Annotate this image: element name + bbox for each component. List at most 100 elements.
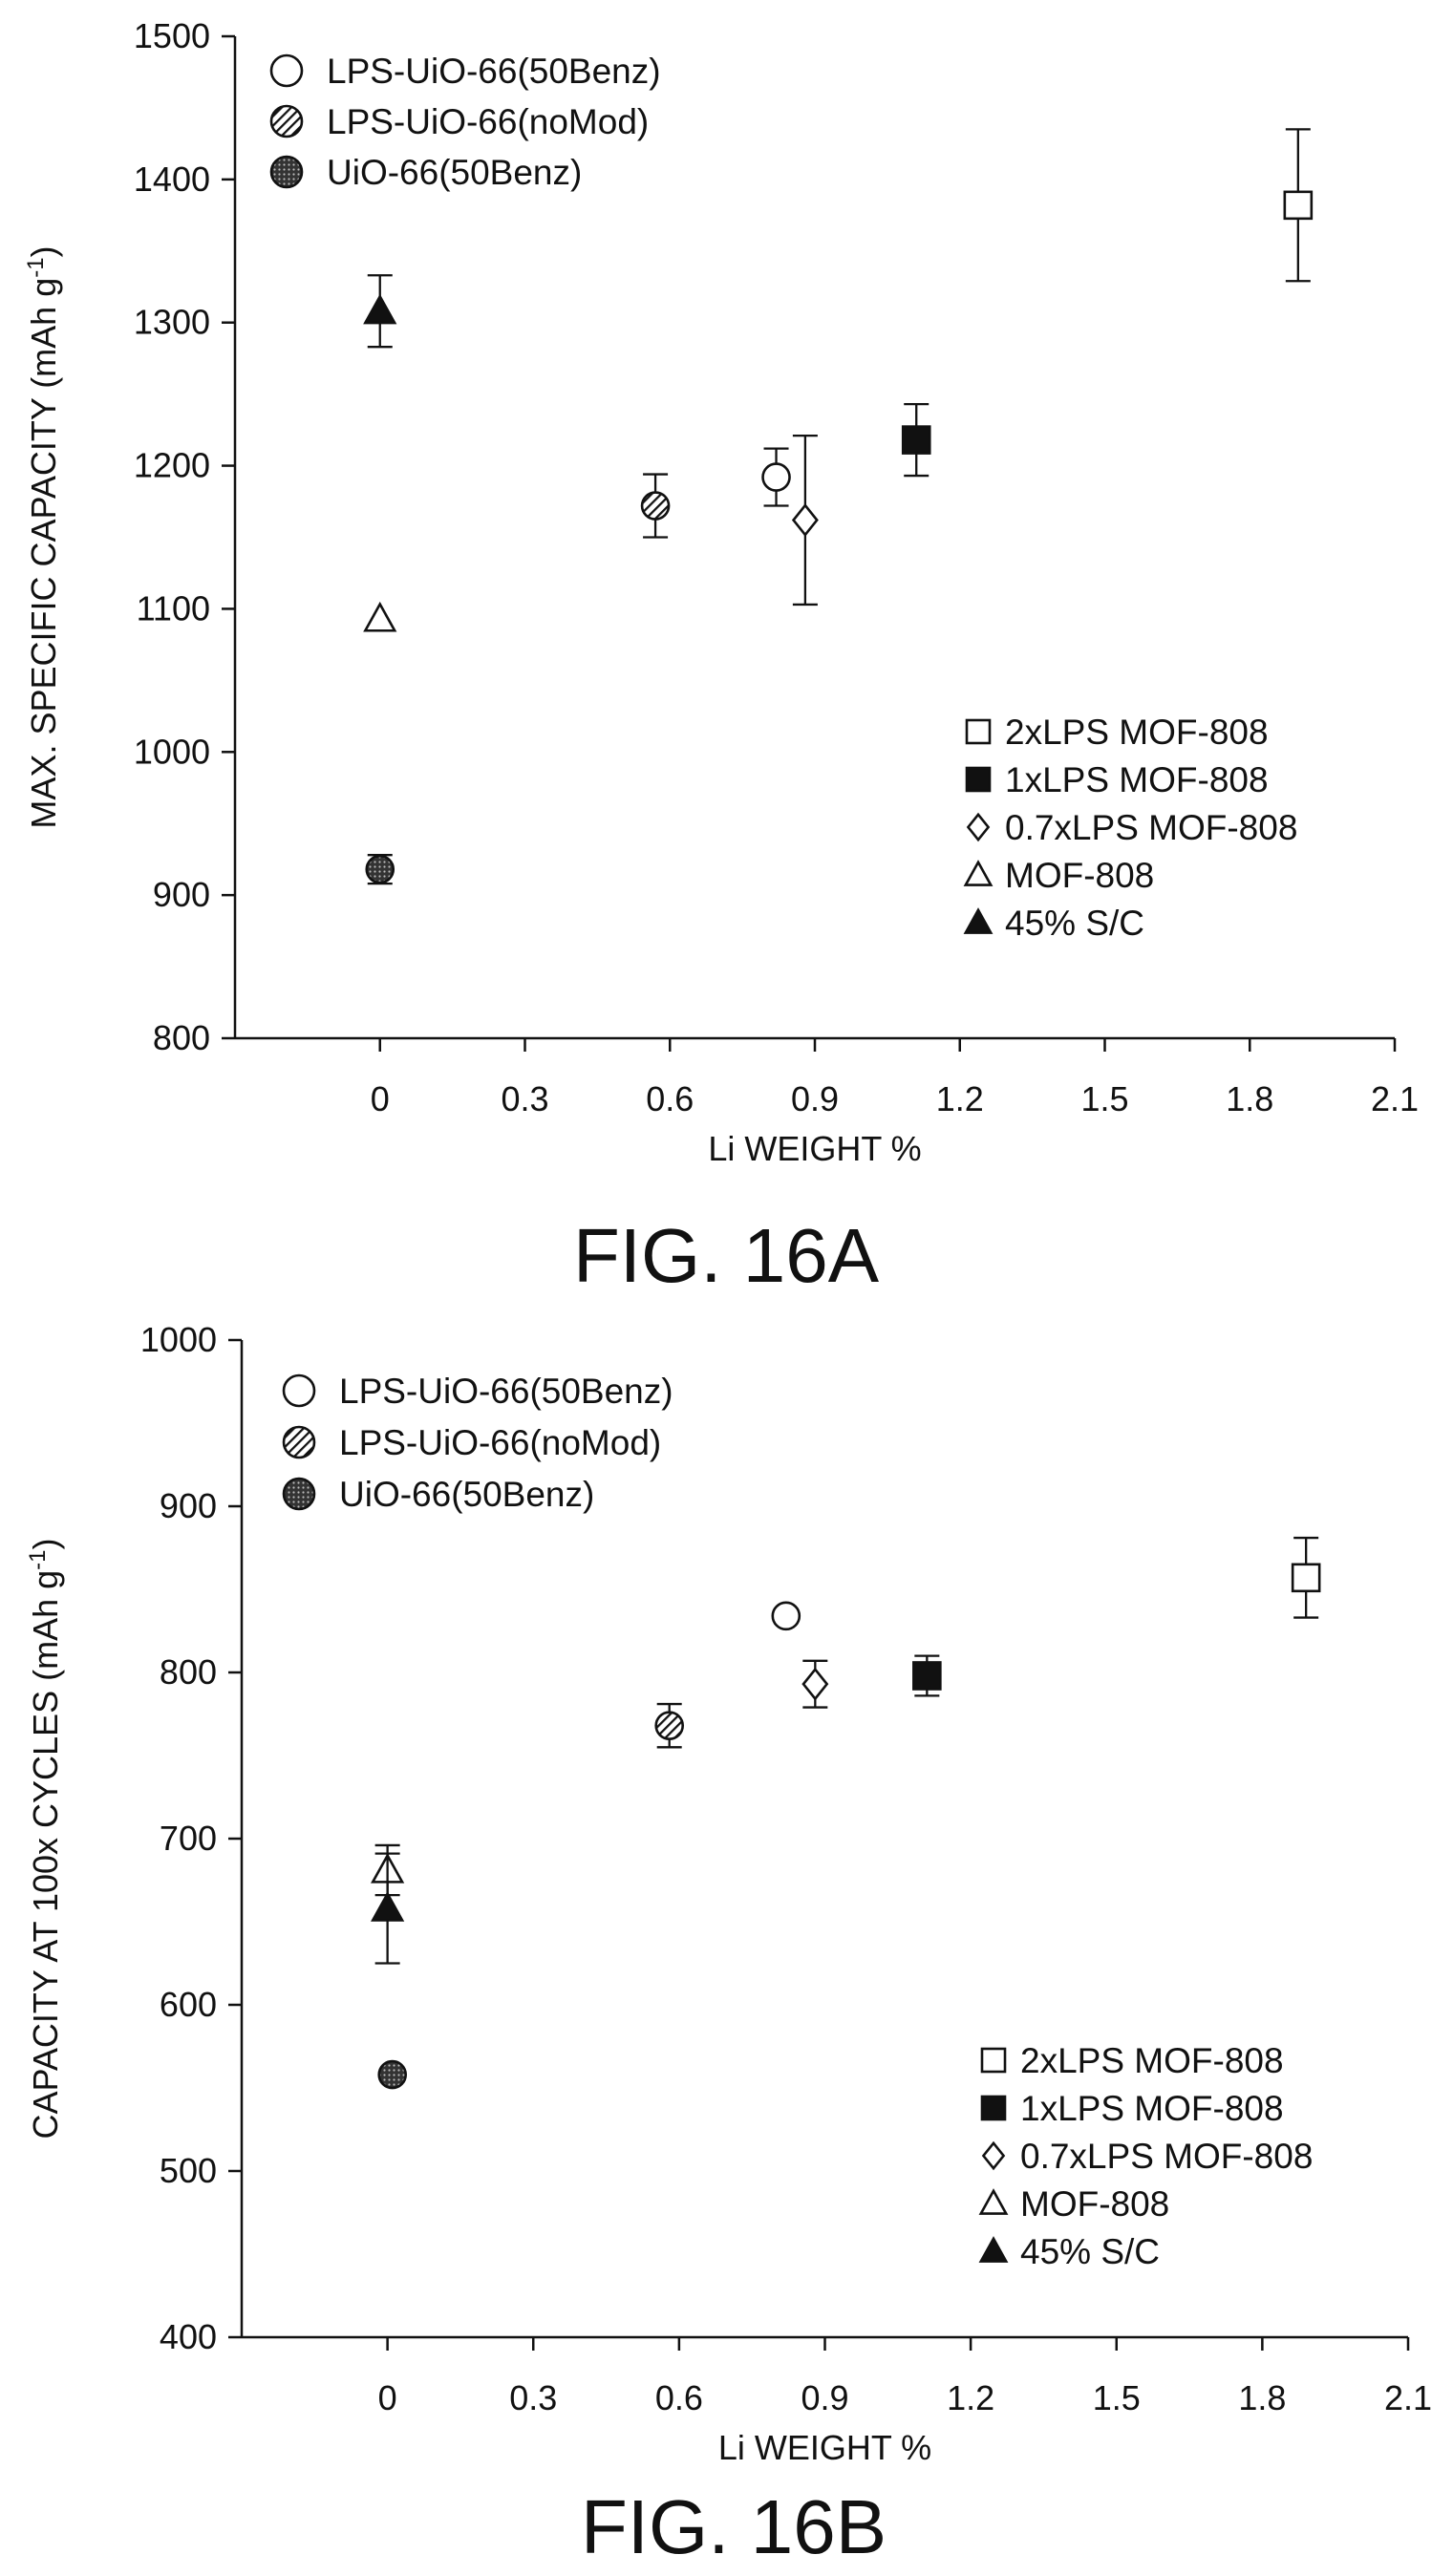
x-tick-label: 2.1 (1384, 2378, 1432, 2417)
data-point-group (761, 447, 791, 507)
data-point-dotted-circle (377, 2059, 408, 2090)
legend-label: MOF-808 (1020, 2184, 1169, 2224)
legend-label: LPS-UiO-66(50Benz) (327, 52, 661, 91)
y-axis-title: CAPACITY AT 100x CYCLES (mAh g-1) (25, 1539, 66, 2140)
legend-marker-open-circle (269, 53, 304, 88)
legend-marker-open-circle (282, 1373, 316, 1408)
x-tick-label: 0 (371, 1079, 390, 1118)
legend-label: 1xLPS MOF-808 (1005, 760, 1269, 799)
data-point-filled-triangle (371, 1891, 405, 1922)
data-point-group (363, 601, 397, 632)
y-axis-title-main: CAPACITY AT 100x CYCLES (mAh g (26, 1570, 65, 2140)
x-tick-label: 0.9 (791, 1079, 839, 1118)
data-point-open-circle (761, 462, 791, 492)
legend-marker-dotted-circle (282, 1477, 316, 1511)
data-point-group (801, 1659, 829, 1709)
y-tick-label: 700 (160, 1819, 217, 1858)
legend-left: LPS-UiO-66(50Benz) LPS-UiO-66(noMod) UiO-6… (282, 1372, 673, 1514)
y-tick-label: 800 (160, 1652, 217, 1692)
legend-label: LPS-UiO-66(50Benz) (339, 1372, 673, 1411)
y-tick-label: 600 (160, 1985, 217, 2024)
x-tick-label: 0.9 (801, 2378, 848, 2417)
data-point-dotted-circle (365, 854, 395, 884)
legend-label: 1xLPS MOF-808 (1020, 2089, 1284, 2128)
data-point-group (654, 1702, 685, 1749)
y-axis-title-superscript: -1 (23, 257, 49, 277)
legend-marker-open-triangle (963, 860, 994, 886)
y-tick-label: 1500 (134, 16, 210, 55)
data-point-open-circle (771, 1601, 801, 1631)
legend-marker-hatched-circle (269, 104, 304, 138)
data-point-hatched-circle (654, 1711, 685, 1740)
x-tick-label: 0 (378, 2378, 397, 2417)
data-point-group (771, 1601, 801, 1631)
legend-marker-open-triangle (978, 2188, 1009, 2215)
y-axis-title-main: MAX. SPECIFIC CAPACITY (mAh g (24, 278, 63, 829)
legend-label: 0.7xLPS MOF-808 (1005, 808, 1297, 847)
y-tick-label: 1000 (134, 732, 210, 771)
legend-label: 45% S/C (1020, 2232, 1160, 2271)
data-point-group (371, 1852, 405, 1965)
y-tick-label: 900 (160, 1486, 217, 1525)
legend-label: LPS-UiO-66(noMod) (327, 102, 649, 141)
x-axis-title: Li WEIGHT % (718, 2428, 931, 2467)
data-point-group (377, 2059, 408, 2090)
x-tick-label: 0.6 (655, 2378, 703, 2417)
y-tick-label: 900 (153, 875, 210, 914)
x-tick-label: 0.3 (501, 1079, 548, 1118)
x-tick-label: 0.3 (509, 2378, 557, 2417)
data-point-open-square (1283, 190, 1314, 221)
y-axis-title: MAX. SPECIFIC CAPACITY (mAh g-1) (23, 245, 64, 828)
chart-fig-16a: 0 0.3 0.6 0.9 1.2 1.5 1.8 2.1 800 900 1000 1100 1200… (23, 16, 1420, 1298)
data-point-group (365, 854, 395, 885)
x-tick-label: 1.5 (1080, 1079, 1128, 1118)
y-axis-title-close: ) (24, 245, 63, 257)
legend-label: UiO-66(50Benz) (339, 1475, 594, 1514)
y-tick-label: 1100 (137, 588, 210, 628)
y-tick-label: 500 (160, 2151, 217, 2190)
x-tick-label: 1.5 (1093, 2378, 1141, 2417)
legend-label: 0.7xLPS MOF-808 (1020, 2137, 1313, 2176)
y-tick-label: 1300 (134, 303, 210, 342)
y-tick-label: 1000 (140, 1320, 217, 1359)
y-axis-title-close: ) (26, 1539, 65, 1550)
data-point-open-diamond (801, 1667, 829, 1701)
data-point-filled-triangle (363, 293, 397, 325)
legend-label: 2xLPS MOF-808 (1005, 713, 1269, 752)
x-tick-label: 1.2 (936, 1079, 984, 1118)
legend-right: 2xLPS MOF-808 1xLPS MOF-808 0.7xLPS MOF-80… (963, 713, 1297, 943)
legend-marker-open-diamond (966, 812, 991, 842)
data-point-group (901, 402, 931, 478)
legend-label: 2xLPS MOF-808 (1020, 2041, 1284, 2080)
legend-marker-dotted-circle (269, 155, 304, 189)
legend-marker-filled-square (965, 766, 992, 793)
x-tick-label: 1.8 (1238, 2378, 1286, 2417)
x-tick-label: 1.8 (1226, 1079, 1273, 1118)
data-point-group (912, 1654, 942, 1697)
data-point-open-diamond (791, 503, 819, 537)
legend-left: LPS-UiO-66(50Benz) LPS-UiO-66(noMod) UiO-6… (269, 52, 661, 192)
x-tick-label: 2.1 (1371, 1079, 1419, 1118)
data-point-open-triangle (363, 601, 397, 632)
legend-right: 2xLPS MOF-808 1xLPS MOF-808 0.7xLPS MOF-80… (978, 2041, 1313, 2271)
data-point-group (791, 434, 819, 607)
legend-marker-filled-square (980, 2095, 1007, 2121)
data-point-open-square (1291, 1563, 1321, 1593)
legend-marker-open-square (965, 718, 992, 745)
x-axis-title: Li WEIGHT % (708, 1129, 921, 1168)
data-point-filled-square (912, 1661, 942, 1691)
y-tick-label: 400 (160, 2317, 217, 2356)
y-tick-label: 800 (153, 1018, 210, 1057)
legend-marker-filled-triangle (963, 907, 994, 934)
legend-label: UiO-66(50Benz) (327, 153, 582, 192)
figure-caption: FIG. 16A (573, 1213, 880, 1298)
y-tick-label: 1400 (134, 160, 210, 199)
data-point-group (640, 473, 671, 539)
chart-fig-16b: 0 0.3 0.6 0.9 1.2 1.5 1.8 2.1 400 500 600 700 800 900… (25, 1320, 1433, 2569)
x-tick-label: 1.2 (947, 2378, 994, 2417)
y-axis-title-superscript: -1 (25, 1550, 51, 1570)
legend-marker-hatched-circle (282, 1425, 316, 1459)
legend-marker-filled-triangle (978, 2236, 1009, 2263)
legend-label: LPS-UiO-66(noMod) (339, 1423, 661, 1462)
